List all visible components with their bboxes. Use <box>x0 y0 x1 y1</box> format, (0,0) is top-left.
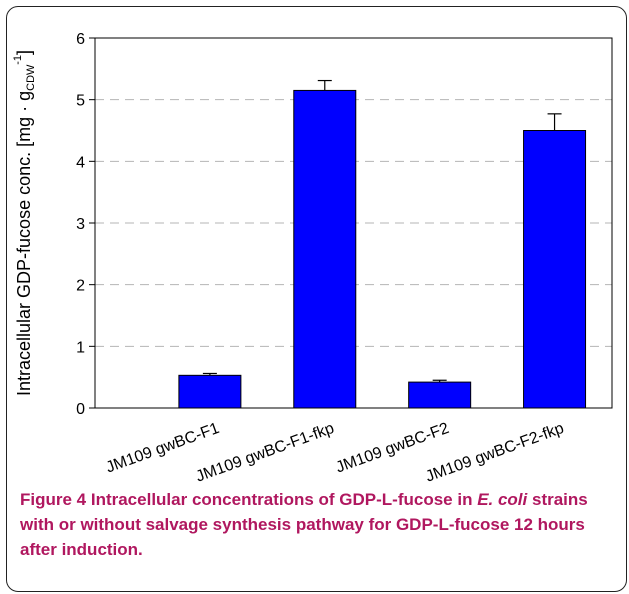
error-bars <box>202 79 562 383</box>
y-tick-label-6: 6 <box>76 31 85 48</box>
y-tick-label-2: 2 <box>76 278 85 295</box>
y-tick-label-1: 1 <box>76 339 85 356</box>
caption-species: E. coli <box>477 490 528 509</box>
bar-3 <box>408 381 472 409</box>
y-tick-label-3: 3 <box>76 216 85 233</box>
y-axis-label: Intracellular GDP-fucose conc. [mg · gCD… <box>12 50 37 396</box>
bar-1 <box>178 374 242 409</box>
caption-text-after: strains with or without salvage synthesi… <box>20 490 588 559</box>
figure-caption: Figure 4 Intracellular concentrations of… <box>20 487 615 562</box>
y-tick-label-5: 5 <box>76 93 85 110</box>
bar-2 <box>293 89 357 409</box>
figure-label: Figure 4 <box>20 490 87 509</box>
y-tick-label-0: 0 <box>76 401 85 418</box>
caption-text-before: Intracellular concentrations of GDP-L-fu… <box>86 490 478 509</box>
y-axis-ticks: 0 1 2 3 4 5 6 <box>76 31 95 418</box>
bar-4 <box>523 130 587 409</box>
bars <box>178 89 587 409</box>
y-tick-label-4: 4 <box>76 154 85 171</box>
